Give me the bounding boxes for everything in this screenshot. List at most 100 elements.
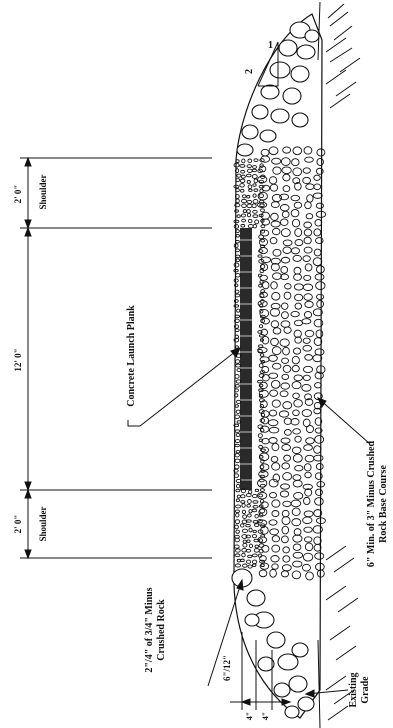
base-rock [271,346,282,356]
base-rock [256,491,268,500]
pebble [251,203,257,209]
pebble [253,548,260,553]
pebble [235,363,241,368]
pebble [254,513,259,519]
pebble [260,219,265,223]
base-rock [270,555,280,563]
pebble [259,370,266,374]
pebble [247,499,252,504]
crushed-rock-label-line2: Crushed Rock [156,599,167,661]
base-rock [292,479,303,488]
pebble [235,229,240,234]
base-rock [260,328,268,336]
base-rock [257,519,268,527]
earth-hatch-bottom [317,545,359,728]
pebble [260,448,266,452]
pebble [242,563,248,568]
pebble [235,273,241,278]
base-rock [258,452,270,462]
pebble [239,178,246,184]
base-rock [294,228,303,237]
pebble [260,563,265,568]
base-rock [261,184,271,192]
pebble [247,224,254,229]
pebble [245,548,252,553]
pebble [236,173,242,178]
base-rock [314,427,323,434]
base-rock [292,543,302,551]
pebble [234,209,239,213]
pebble [251,508,258,513]
base-rock [290,247,300,255]
base-rock [304,156,314,163]
pebble [233,278,239,283]
base-rock [291,518,302,527]
base-rock [304,263,313,272]
base-rock [260,263,269,271]
pebble [236,494,241,499]
base-rock [260,148,270,157]
base-rock [304,393,312,401]
base-rock [258,247,268,255]
pebble [258,393,264,399]
pebble [234,439,241,443]
base-rock [292,560,303,568]
pebble [260,498,265,504]
pebble [239,558,245,563]
base-rock [267,419,279,427]
pebble [252,505,259,509]
pebble [257,168,263,173]
thickness-range-label: 6"/12" [222,655,232,681]
pebble [234,293,241,298]
pebble [254,219,260,225]
pebble [241,503,246,508]
pebble [241,194,247,199]
slope-rise: 1 [268,40,273,51]
pebble [247,158,253,164]
base-rock [304,300,314,308]
base-rock [278,410,290,418]
base-rock [305,213,314,220]
base-rock [305,571,314,581]
base-rock [302,167,311,174]
base-rock [258,165,267,173]
pebble [257,330,263,334]
pebble [259,418,266,423]
pebble [234,429,241,433]
pebble [248,188,253,192]
base-rock [280,273,290,281]
base-rock [270,302,281,310]
pebble [236,420,242,424]
base-rock [294,182,302,191]
pebble [234,524,239,530]
base-rock [270,320,280,329]
base-rock [313,318,324,328]
pebble [259,404,265,409]
base-rock [313,228,322,237]
base-rock [290,499,302,508]
leader-lines [127,347,371,698]
base-rock [303,463,312,472]
base-rock [316,157,324,166]
pebble [252,529,257,534]
pebble [234,509,240,514]
concrete-launch-plank [240,228,252,490]
pebble [246,539,251,543]
pebble [258,344,264,348]
base-rock [305,437,315,445]
pebble [254,488,260,493]
pebble [260,459,265,464]
base-rock [303,311,313,319]
pebble [260,289,266,294]
pebble [235,409,241,414]
base-rock [270,281,278,290]
pebble [251,553,258,558]
slope-run: 2 [244,69,255,74]
pebble [239,183,245,188]
pebble [233,337,240,343]
base-rock [313,337,323,346]
base-rock [314,497,324,506]
base-rock [280,570,290,578]
base-rock [271,499,281,508]
bottom-shoulder-label: Shoulder [38,506,48,541]
